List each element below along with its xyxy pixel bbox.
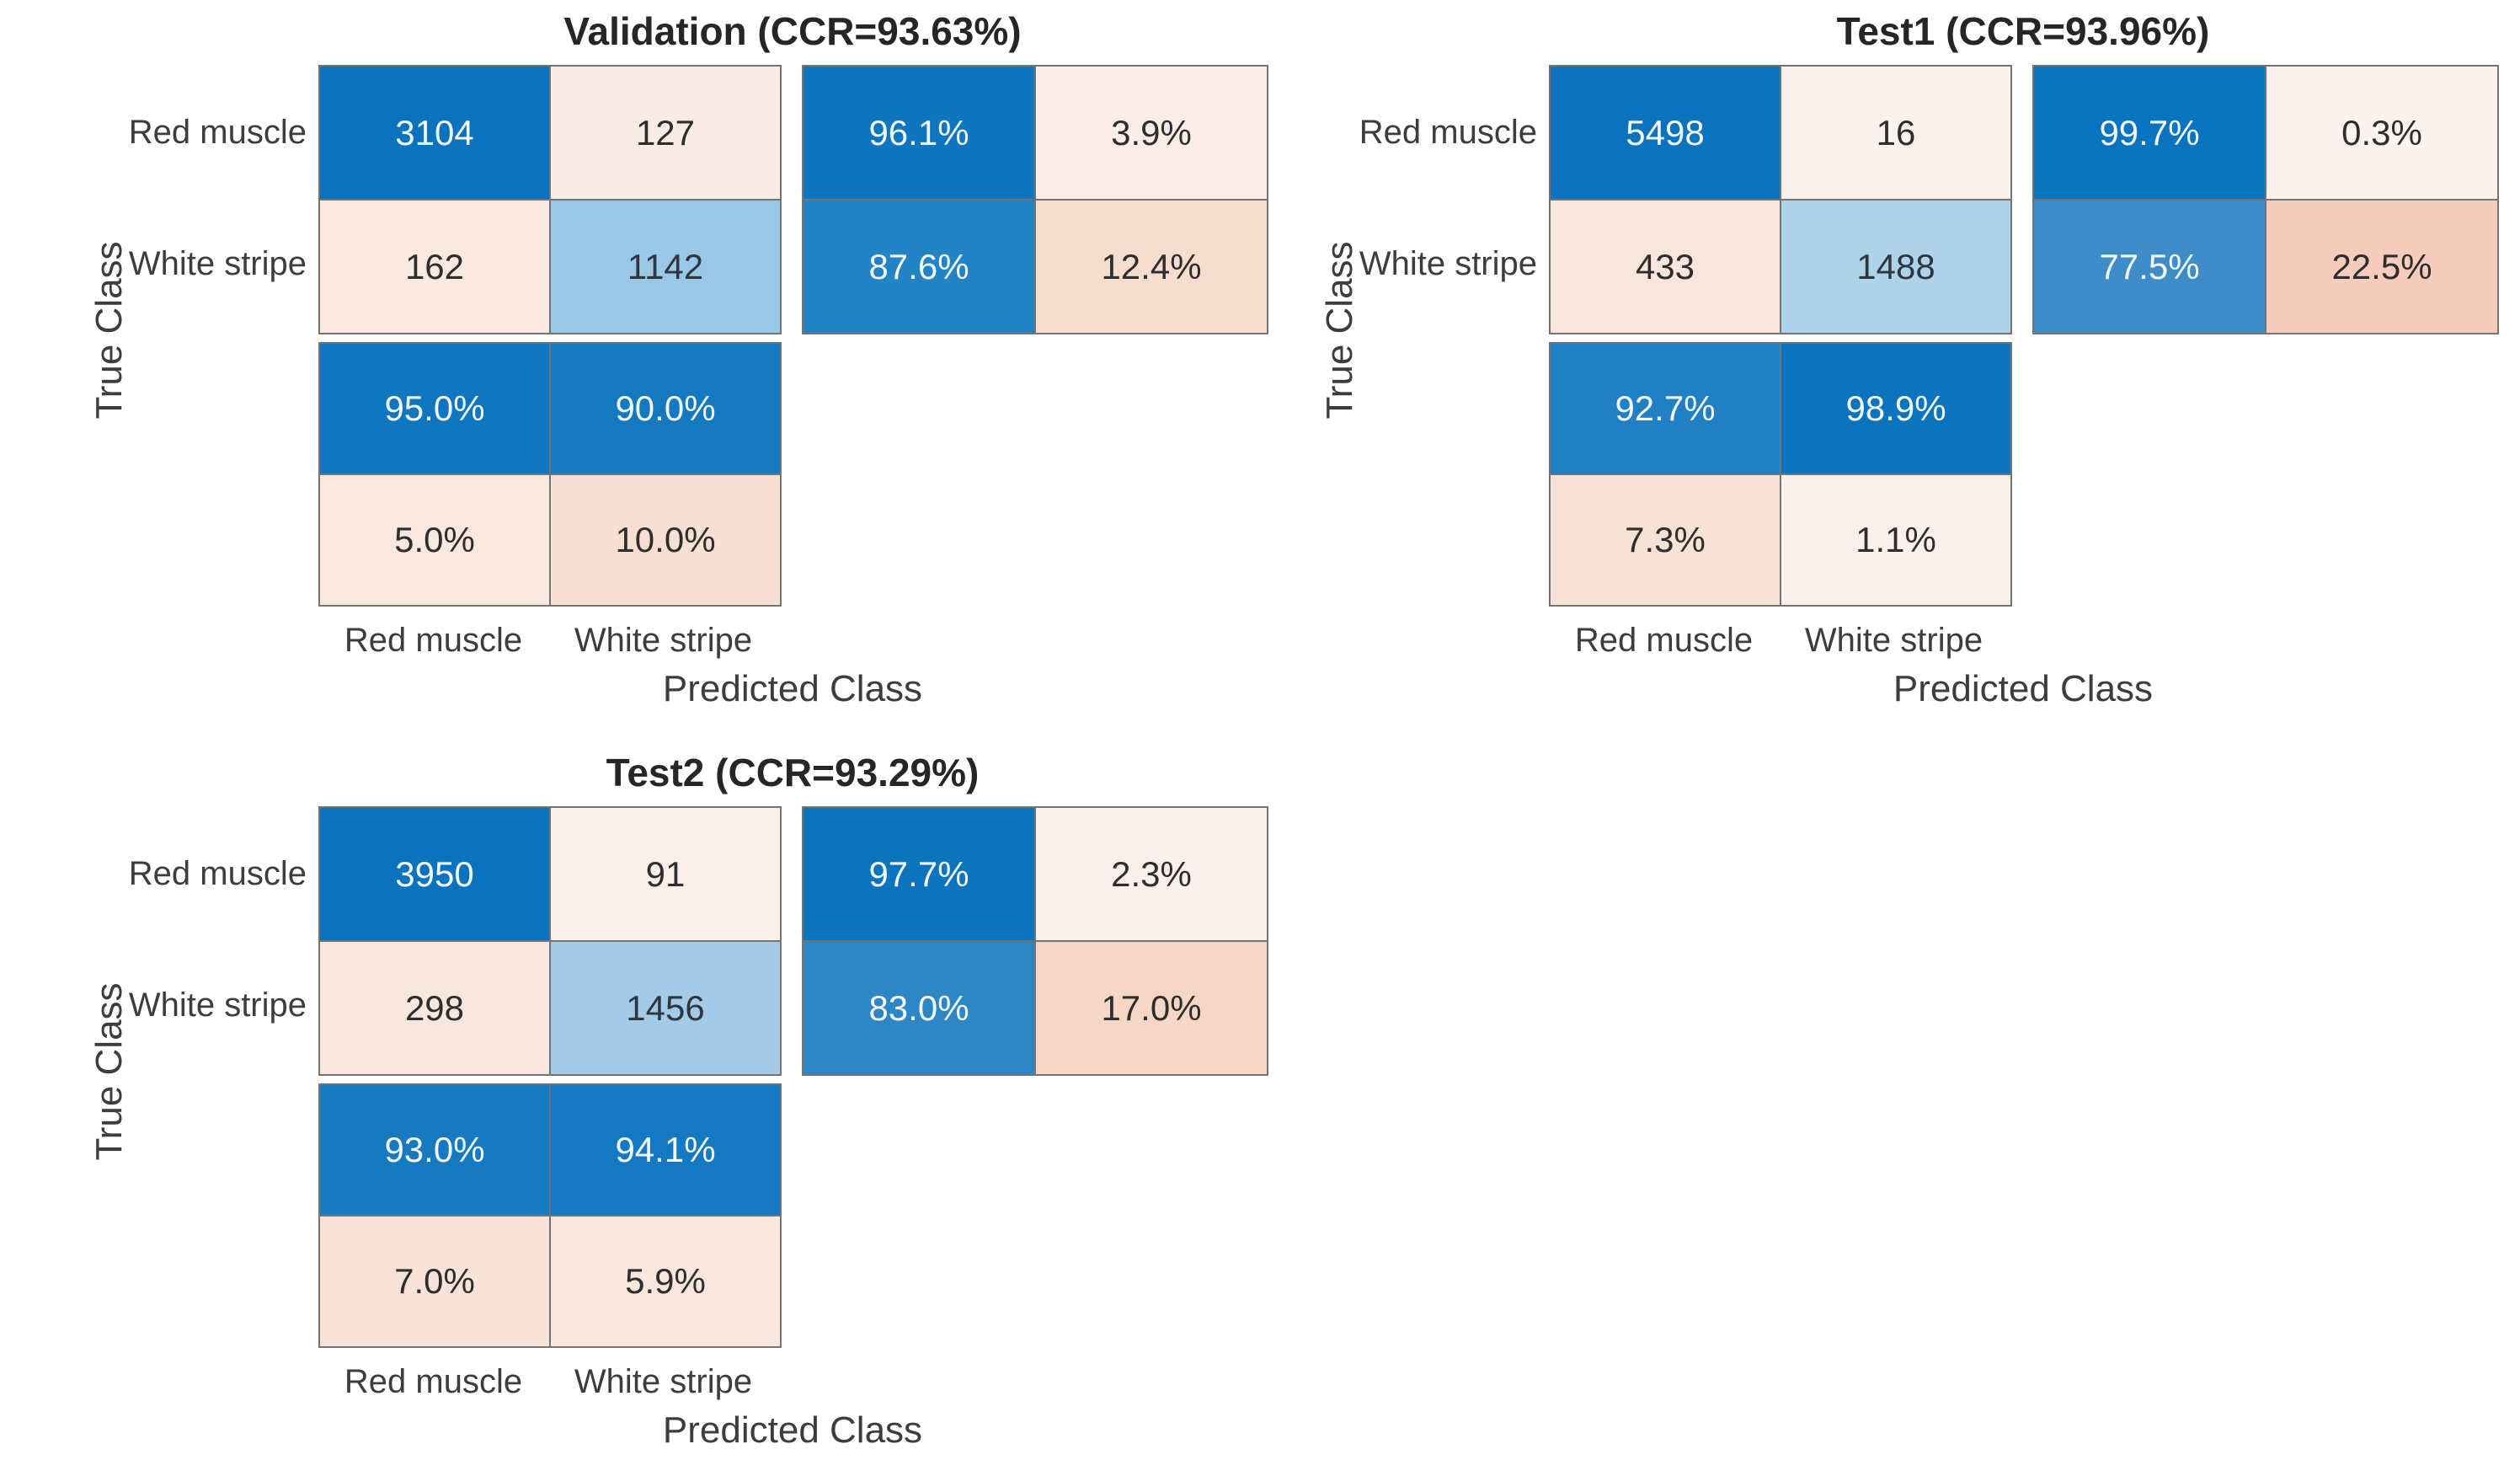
column-summary-cell: 92.7%: [1551, 344, 1780, 473]
column-summary-cell: 5.0%: [320, 475, 549, 605]
confusion-chart-validation: Validation (CCR=93.63%) True Class Red m…: [0, 0, 1297, 735]
col-tick-label-white-stripe: White stripe: [574, 1363, 753, 1400]
row-tick-label-white-stripe: White stripe: [1359, 245, 1537, 282]
row-summary-cell: 77.5%: [2034, 201, 2265, 333]
row-tick-label-white-stripe: White stripe: [128, 987, 307, 1024]
row-summary-cell: 97.7%: [804, 808, 1034, 940]
column-summary-cell: 98.9%: [1781, 344, 2010, 473]
column-summary-cell: 1.1%: [1781, 475, 2010, 605]
row-summary-cell: 2.3%: [1036, 808, 1267, 940]
count-cell: 3104: [320, 67, 549, 199]
counts-matrix: 3950 91 298 1456: [318, 806, 782, 1076]
chart-title: Test2 (CCR=93.29%): [606, 751, 980, 794]
row-tick-label-red-muscle: Red muscle: [128, 114, 307, 151]
count-cell: 1488: [1781, 201, 2010, 333]
count-cell: 298: [320, 942, 549, 1074]
count-cell: 1456: [551, 942, 780, 1074]
count-cell: 433: [1551, 201, 1780, 333]
count-cell: 5498: [1551, 67, 1780, 199]
row-summary-matrix: 99.7% 0.3% 77.5% 22.5%: [2032, 65, 2499, 334]
col-tick-label-red-muscle: Red muscle: [1574, 622, 1754, 659]
chart-title: Test1 (CCR=93.96%): [1836, 9, 2210, 53]
x-axis-label: Predicted Class: [662, 668, 923, 709]
confusion-chart-test2: Test2 (CCR=93.29%) True Class Red muscle…: [0, 741, 1297, 1476]
column-summary-cell: 7.0%: [320, 1217, 549, 1346]
col-tick-label-red-muscle: Red muscle: [344, 622, 523, 659]
col-tick-label-white-stripe: White stripe: [574, 622, 753, 659]
column-summary-matrix: 93.0% 94.1% 7.0% 5.9%: [318, 1083, 782, 1348]
row-summary-cell: 3.9%: [1036, 67, 1267, 199]
column-summary-cell: 95.0%: [320, 344, 549, 473]
row-tick-label-red-muscle: Red muscle: [1359, 114, 1537, 151]
x-axis-label: Predicted Class: [1893, 668, 2154, 709]
col-tick-label-white-stripe: White stripe: [1804, 622, 1983, 659]
count-cell: 1142: [551, 201, 780, 333]
count-cell: 91: [551, 808, 780, 940]
confusion-chart-test1: Test1 (CCR=93.96%) True Class Red muscle…: [1231, 0, 2520, 735]
column-summary-matrix: 95.0% 90.0% 5.0% 10.0%: [318, 342, 782, 607]
row-summary-cell: 22.5%: [2266, 201, 2497, 333]
counts-matrix: 5498 16 433 1488: [1549, 65, 2012, 334]
count-cell: 127: [551, 67, 780, 199]
row-tick-label-white-stripe: White stripe: [128, 245, 307, 282]
x-axis-label: Predicted Class: [662, 1409, 923, 1451]
row-summary-cell: 12.4%: [1036, 201, 1267, 333]
row-summary-matrix: 96.1% 3.9% 87.6% 12.4%: [802, 65, 1268, 334]
column-summary-cell: 7.3%: [1551, 475, 1780, 605]
column-summary-cell: 94.1%: [551, 1085, 780, 1215]
col-tick-label-red-muscle: Red muscle: [344, 1363, 523, 1400]
row-summary-cell: 17.0%: [1036, 942, 1267, 1074]
column-summary-cell: 93.0%: [320, 1085, 549, 1215]
column-summary-cell: 10.0%: [551, 475, 780, 605]
row-summary-cell: 87.6%: [804, 201, 1034, 333]
column-summary-cell: 5.9%: [551, 1217, 780, 1346]
row-tick-label-red-muscle: Red muscle: [128, 855, 307, 892]
counts-matrix: 3104 127 162 1142: [318, 65, 782, 334]
count-cell: 162: [320, 201, 549, 333]
row-summary-cell: 83.0%: [804, 942, 1034, 1074]
row-summary-cell: 96.1%: [804, 67, 1034, 199]
count-cell: 3950: [320, 808, 549, 940]
column-summary-cell: 90.0%: [551, 344, 780, 473]
row-summary-cell: 0.3%: [2266, 67, 2497, 199]
chart-title: Validation (CCR=93.63%): [563, 9, 1022, 53]
row-summary-cell: 99.7%: [2034, 67, 2265, 199]
row-summary-matrix: 97.7% 2.3% 83.0% 17.0%: [802, 806, 1268, 1076]
count-cell: 16: [1781, 67, 2010, 199]
column-summary-matrix: 92.7% 98.9% 7.3% 1.1%: [1549, 342, 2012, 607]
